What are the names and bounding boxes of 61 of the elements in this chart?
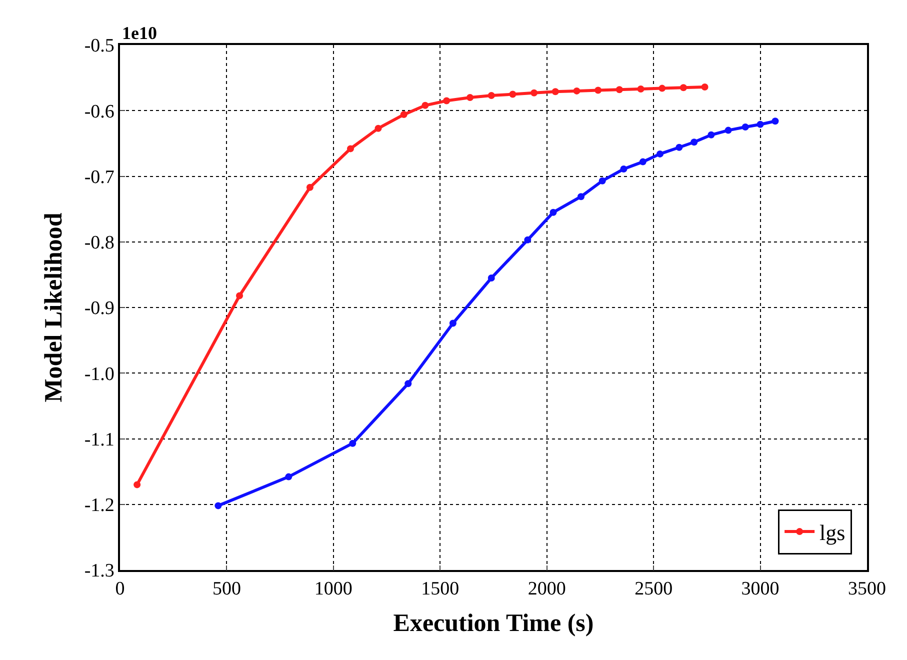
y-tick-label: -0.9: [84, 298, 114, 320]
x-tick-label: 2500: [634, 578, 673, 600]
x-tick-label: 3000: [741, 578, 780, 600]
point: [680, 84, 687, 92]
point: [400, 111, 408, 118]
point: [594, 86, 602, 94]
point: [620, 166, 628, 173]
x-tick-label: 0: [115, 578, 125, 600]
point: [347, 145, 354, 152]
point: [449, 320, 456, 327]
point: [573, 87, 580, 94]
x-tick-label: 3500: [848, 578, 886, 600]
point: [509, 90, 516, 98]
point: [422, 102, 429, 109]
point: [466, 94, 474, 101]
point: [236, 292, 244, 300]
point: [637, 85, 644, 92]
x-tick-label: 2000: [528, 578, 566, 600]
y-tick-label: -1.3: [84, 560, 114, 582]
point: [701, 84, 708, 90]
point: [616, 86, 623, 94]
point: [639, 158, 646, 166]
point: [598, 177, 606, 184]
point: [724, 126, 732, 134]
y-tick-label: -1.0: [84, 364, 114, 385]
point: [656, 150, 664, 158]
point: [756, 120, 764, 128]
point: [443, 97, 450, 104]
y-tick-label: -0.5: [84, 36, 114, 57]
point: [524, 236, 532, 244]
y-tick-label: -1.2: [84, 495, 114, 516]
point: [578, 193, 585, 200]
x-tick-label: 1000: [314, 578, 352, 600]
y-tick-label: -0.8: [84, 232, 114, 254]
y-tick-label: -0.7: [84, 166, 114, 188]
point: [349, 440, 356, 447]
point: [214, 502, 222, 510]
y-axis-title: Model Likelihood: [40, 212, 68, 402]
point: [306, 184, 314, 191]
point: [708, 131, 715, 138]
y-tick-label: -1.1: [84, 429, 114, 450]
text: 1e10: [122, 23, 157, 43]
y-tick-label: -0.6: [84, 101, 114, 122]
point: [742, 124, 749, 131]
point: [134, 481, 141, 488]
point: [676, 144, 683, 151]
point: [285, 473, 292, 480]
x-tick-label: 1500: [421, 578, 460, 600]
point: [404, 380, 412, 388]
legend-label: lgs: [820, 520, 846, 546]
point: [550, 208, 557, 216]
point: [488, 274, 495, 282]
point: [374, 124, 382, 132]
x-axis-title: Execution Time (s): [393, 610, 594, 638]
point: [658, 84, 666, 92]
point: [690, 138, 698, 146]
point: [552, 88, 559, 96]
point: [530, 89, 538, 96]
x-tick-label: 500: [212, 578, 241, 600]
point: [772, 118, 779, 125]
point: [488, 92, 495, 100]
